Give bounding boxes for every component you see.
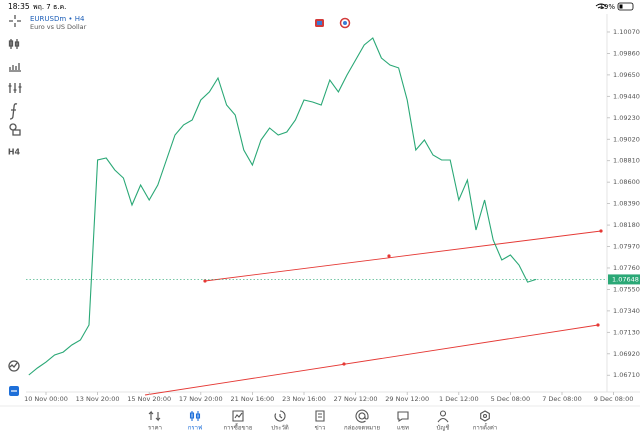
trendline[interactable] xyxy=(144,324,599,396)
y-tick-label: 1.09230 xyxy=(613,114,640,122)
nav-icon[interactable] xyxy=(315,410,325,422)
y-tick-label: 1.07130 xyxy=(613,328,640,336)
timeframe-button[interactable]: H4 xyxy=(8,148,21,157)
nav-label[interactable]: ประวัติ xyxy=(271,425,289,432)
buy-button[interactable] xyxy=(339,17,351,29)
x-tick-label: 9 Dec 08:00 xyxy=(594,395,634,403)
nav-label[interactable]: กราฟ xyxy=(188,425,202,432)
x-tick-label: 23 Nov 16:00 xyxy=(282,395,326,403)
x-tick-label: 27 Nov 12:00 xyxy=(334,395,378,403)
chart-type-icon[interactable] xyxy=(9,63,21,72)
y-tick-label: 1.10070 xyxy=(613,28,640,36)
nav-label[interactable]: ราคา xyxy=(148,425,162,432)
sell-button-inner xyxy=(317,21,322,25)
y-tick-label: 1.09020 xyxy=(613,135,640,143)
y-tick-label: 1.08180 xyxy=(613,221,640,229)
last-price-label: 1.07648 xyxy=(612,275,639,283)
last-price-box xyxy=(608,274,640,285)
nav-label[interactable]: บัญชี xyxy=(437,424,450,432)
status-date: พฤ. 7 ธ.ค. xyxy=(33,3,66,11)
signal-icon[interactable] xyxy=(8,360,20,372)
symbol[interactable]: EURUSDm • H4 xyxy=(30,15,85,23)
x-tick-label: 15 Nov 20:00 xyxy=(127,395,171,403)
nav-icon[interactable] xyxy=(274,410,286,422)
nav-label[interactable]: แชท xyxy=(397,425,409,432)
nav-label[interactable]: การตั้งค่า xyxy=(473,422,497,432)
x-tick-label: 1 Dec 12:00 xyxy=(439,395,479,403)
buy-button-inner xyxy=(343,21,347,25)
status-battery: 19% xyxy=(599,3,615,11)
trendlines[interactable] xyxy=(144,229,603,396)
objects-icon[interactable] xyxy=(9,123,21,136)
x-tick-label: 13 Nov 20:00 xyxy=(76,395,120,403)
trendline-anchor[interactable] xyxy=(599,229,603,233)
nav-icon[interactable] xyxy=(355,409,369,423)
nav-icon[interactable] xyxy=(232,410,244,422)
indicators-icon[interactable] xyxy=(8,83,22,93)
x-tick-label: 10 Nov 00:00 xyxy=(24,395,68,403)
y-tick-label: 1.08810 xyxy=(613,157,640,165)
x-tick-label: 5 Dec 08:00 xyxy=(491,395,531,403)
trendline-anchor[interactable] xyxy=(342,362,346,366)
y-tick-label: 1.09440 xyxy=(613,92,640,100)
y-tick-label: 1.07340 xyxy=(613,307,640,315)
y-tick-label: 1.08390 xyxy=(613,200,640,208)
candles-icon[interactable] xyxy=(8,39,20,49)
function-icon[interactable] xyxy=(9,103,18,120)
toolbar[interactable]: H4 xyxy=(8,15,22,396)
status-time: 18:35 xyxy=(8,2,30,11)
trendline[interactable] xyxy=(204,230,602,282)
y-tick-label: 1.09650 xyxy=(613,71,640,79)
battery-level xyxy=(619,4,623,9)
x-tick-label: 7 Dec 08:00 xyxy=(542,395,582,403)
nav-label[interactable]: การซื้อขาย xyxy=(224,422,253,432)
nav-icon[interactable] xyxy=(437,410,449,423)
crosshair-icon[interactable] xyxy=(9,15,21,27)
nav-icon[interactable] xyxy=(397,411,409,423)
nav-icon[interactable] xyxy=(189,411,201,421)
x-tick-label: 17 Nov 20:00 xyxy=(179,395,223,403)
y-tick-label: 1.09860 xyxy=(613,49,640,57)
trendline-anchor[interactable] xyxy=(387,254,391,258)
x-tick-label: 21 Nov 16:00 xyxy=(230,395,274,403)
trendline-anchor[interactable] xyxy=(596,323,600,327)
trendline-anchor[interactable] xyxy=(203,279,207,283)
nav-icon[interactable] xyxy=(480,410,490,422)
y-tick-label: 1.08600 xyxy=(613,178,640,186)
y-tick-label: 1.06710 xyxy=(613,371,640,379)
y-tick-label: 1.07550 xyxy=(613,285,640,293)
wifi-icon xyxy=(595,3,607,9)
nav-label[interactable]: ข่าว xyxy=(315,425,326,432)
signal-line xyxy=(9,362,18,368)
battery-icon xyxy=(617,2,634,11)
price-line xyxy=(28,37,537,376)
y-tick-label: 1.07760 xyxy=(613,264,640,272)
x-tick-label: 29 Nov 12:00 xyxy=(385,395,429,403)
nav-label[interactable]: กล่องจดหมาย xyxy=(344,425,380,432)
nav-icon[interactable] xyxy=(148,410,161,422)
y-tick-label: 1.06920 xyxy=(613,350,640,358)
y-tick-label: 1.07970 xyxy=(613,243,640,251)
symbol-description: Euro vs US Dollar xyxy=(30,23,87,31)
